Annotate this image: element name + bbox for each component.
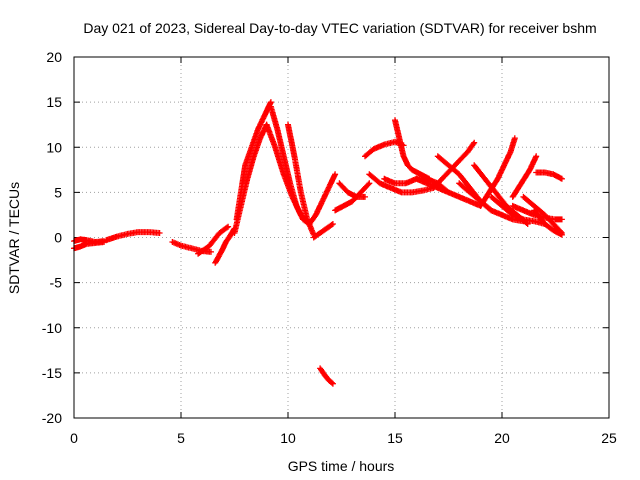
series-markers — [366, 171, 437, 196]
series-arc-8 — [231, 121, 270, 236]
chart-title: Day 021 of 2023, Sidereal Day-to-day VTE… — [83, 20, 596, 36]
plot-frame — [73, 56, 610, 419]
y-tick-label: -5 — [50, 275, 63, 291]
series-markers — [531, 207, 565, 238]
series-markers — [430, 139, 478, 191]
series-markers — [336, 180, 368, 200]
series-arc-31 — [533, 169, 565, 182]
series-arc-20 — [392, 117, 433, 182]
series-markers — [195, 223, 232, 257]
series-arc-5 — [195, 223, 232, 257]
y-tick-label: 5 — [54, 184, 62, 200]
series-markers — [456, 180, 527, 225]
series-arc-27 — [488, 193, 548, 227]
data-points — [71, 99, 565, 387]
series-markers — [413, 175, 484, 209]
series-arc-18 — [366, 171, 437, 196]
series-arc-22 — [430, 139, 478, 191]
y-tick-label: 20 — [46, 49, 62, 65]
y-tick-label: 10 — [46, 139, 62, 155]
series-markers — [103, 229, 163, 244]
y-tick-label: -20 — [42, 410, 62, 426]
series-markers — [317, 365, 336, 387]
series-arc-30 — [520, 193, 565, 236]
series-arc-10 — [263, 121, 313, 227]
series-markers — [509, 153, 540, 200]
series-arc-16 — [336, 180, 368, 200]
series-arc-12 — [306, 171, 339, 227]
y-axis-label: SDTVAR / TECUs — [6, 182, 22, 294]
axis-ticks: 0 5 10 15 20 25 -20 -15 -10 -5 0 5 10 15 20 — [42, 49, 617, 446]
series-markers — [263, 121, 313, 227]
series-arc-14 — [317, 365, 336, 387]
y-tick-label: -15 — [42, 365, 62, 381]
series-markers — [488, 193, 548, 227]
x-tick-label: 0 — [70, 430, 78, 446]
x-axis-label: GPS time / hours — [288, 458, 395, 474]
series-markers — [310, 221, 336, 241]
series-arc-28 — [509, 153, 540, 200]
series-markers — [477, 135, 518, 209]
series-arc-13 — [310, 221, 336, 241]
series-arc-24 — [456, 180, 527, 225]
grid-lines — [74, 57, 609, 418]
x-tick-label: 10 — [280, 430, 296, 446]
y-tick-label: 15 — [46, 94, 62, 110]
series-markers — [231, 121, 270, 236]
series-arc-3 — [103, 229, 163, 244]
x-tick-label: 5 — [177, 430, 185, 446]
series-markers — [520, 193, 565, 236]
series-arc-32 — [531, 207, 565, 238]
series-arc-25 — [477, 135, 518, 209]
series-markers — [306, 171, 339, 227]
x-tick-label: 25 — [601, 430, 617, 446]
series-markers — [533, 169, 565, 182]
x-tick-label: 15 — [387, 430, 403, 446]
series-arc-21 — [413, 175, 484, 209]
series-markers — [392, 117, 433, 182]
y-tick-label: 0 — [54, 230, 62, 246]
x-tick-label: 20 — [494, 430, 510, 446]
y-tick-label: -10 — [42, 320, 62, 336]
